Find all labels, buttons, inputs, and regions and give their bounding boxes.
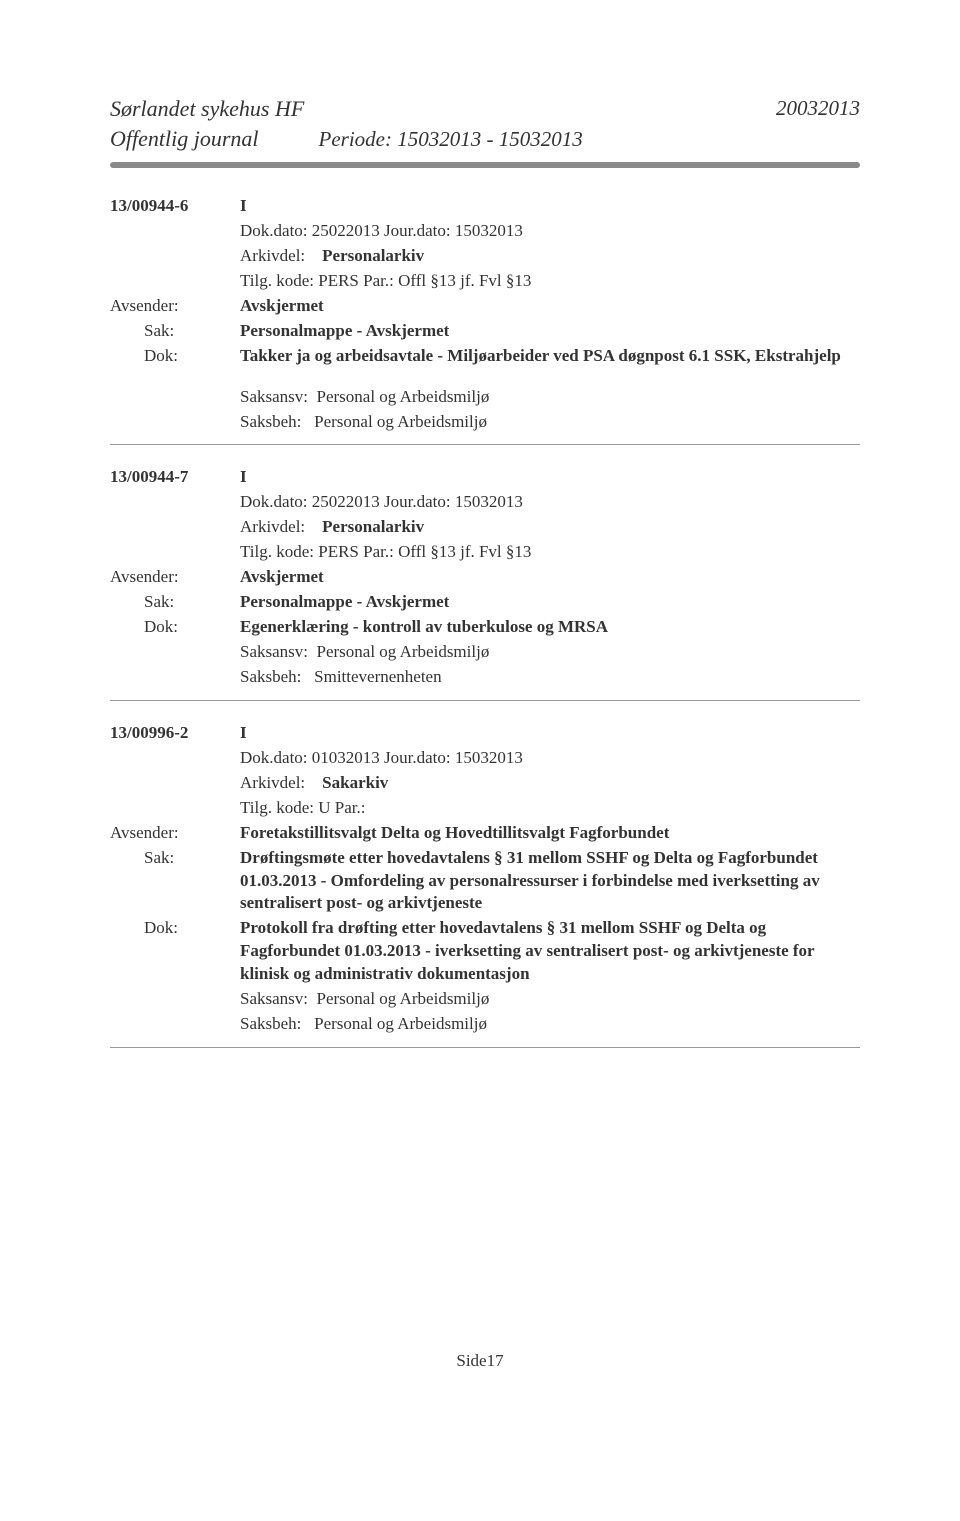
sak-label: Sak: (110, 591, 240, 614)
saksansv-line: Saksansv: Personal og Arbeidsmiljø (240, 641, 860, 664)
arkivdel-label: Arkivdel: (240, 246, 305, 265)
tilg-line: Tilg. kode: PERS Par.: Offl §13 jf. Fvl … (240, 270, 860, 293)
dok-value: Egenerklæring - kontroll av tuberkulose … (240, 616, 860, 639)
journal-entry: 13/00944-7 I Dok.dato: 25022013 Jour.dat… (110, 465, 860, 689)
journal-entry: 13/00996-2 I Dok.dato: 01032013 Jour.dat… (110, 721, 860, 1037)
sak-value: Drøftingsmøte etter hovedavtalens § 31 m… (240, 847, 860, 916)
header-left: Sørlandet sykehus HF Offentlig journal P… (110, 96, 583, 152)
saksbeh-label: Saksbeh: (240, 1014, 301, 1033)
entry-separator (110, 700, 860, 701)
saksansv-value: Personal og Arbeidsmiljø (317, 387, 490, 406)
avsender-label: Avsender: (110, 566, 240, 589)
journal-entry: 13/00944-6 I Dok.dato: 25022013 Jour.dat… (110, 194, 860, 434)
header-date: 20032013 (776, 96, 860, 121)
entry-separator (110, 444, 860, 445)
dok-dato-line: Dok.dato: 25022013 Jour.dato: 15032013 (240, 491, 860, 514)
entry-type-code: I (240, 722, 860, 745)
arkivdel-label: Arkivdel: (240, 517, 305, 536)
dok-value: Protokoll fra drøfting etter hovedavtale… (240, 917, 860, 986)
saksbeh-label: Saksbeh: (240, 667, 301, 686)
entry-separator (110, 1047, 860, 1048)
saksbeh-line: Saksbeh: Smittevernenheten (240, 666, 860, 689)
arkivdel-line: Arkivdel: Sakarkiv (240, 772, 860, 795)
avsender-value: Avskjermet (240, 295, 860, 318)
arkivdel-value: Personalarkiv (322, 517, 424, 536)
sak-value: Personalmappe - Avskjermet (240, 320, 860, 343)
case-number: 13/00944-7 (110, 466, 240, 489)
saksansv-label: Saksansv: (240, 642, 308, 661)
period-label: Periode: 15032013 - 15032013 (319, 127, 583, 152)
avsender-value: Avskjermet (240, 566, 860, 589)
case-number: 13/00944-6 (110, 195, 240, 218)
dok-label: Dok: (110, 917, 240, 986)
entry-type-code: I (240, 195, 860, 218)
dok-dato-line: Dok.dato: 01032013 Jour.dato: 15032013 (240, 747, 860, 770)
saksansv-value: Personal og Arbeidsmiljø (317, 989, 490, 1008)
saksansv-line: Saksansv: Personal og Arbeidsmiljø (240, 988, 860, 1011)
page-footer: Side17 (0, 1351, 960, 1371)
saksansv-label: Saksansv: (240, 989, 308, 1008)
arkivdel-value: Personalarkiv (322, 246, 424, 265)
saksbeh-line: Saksbeh: Personal og Arbeidsmiljø (240, 1013, 860, 1036)
tilg-line: Tilg. kode: U Par.: (240, 797, 860, 820)
journal-title: Offentlig journal (110, 126, 259, 152)
saksbeh-value: Personal og Arbeidsmiljø (314, 412, 487, 431)
dok-label: Dok: (110, 616, 240, 639)
sak-label: Sak: (110, 320, 240, 343)
sak-value: Personalmappe - Avskjermet (240, 591, 860, 614)
header-rule (110, 162, 860, 168)
avsender-label: Avsender: (110, 822, 240, 845)
case-number: 13/00996-2 (110, 722, 240, 745)
arkivdel-value: Sakarkiv (322, 773, 388, 792)
dok-dato-line: Dok.dato: 25022013 Jour.dato: 15032013 (240, 220, 860, 243)
avsender-label: Avsender: (110, 295, 240, 318)
entry-type-code: I (240, 466, 860, 489)
arkivdel-line: Arkivdel: Personalarkiv (240, 516, 860, 539)
saksbeh-value: Smittevernenheten (314, 667, 441, 686)
tilg-line: Tilg. kode: PERS Par.: Offl §13 jf. Fvl … (240, 541, 860, 564)
saksansv-label: Saksansv: (240, 387, 308, 406)
org-name: Sørlandet sykehus HF (110, 96, 583, 122)
arkivdel-label: Arkivdel: (240, 773, 305, 792)
dok-label: Dok: (110, 345, 240, 368)
page: Sørlandet sykehus HF Offentlig journal P… (0, 0, 960, 1521)
saksbeh-label: Saksbeh: (240, 412, 301, 431)
page-header: Sørlandet sykehus HF Offentlig journal P… (110, 96, 860, 152)
avsender-value: Foretakstillitsvalgt Delta og Hovedtilli… (240, 822, 860, 845)
saksbeh-value: Personal og Arbeidsmiljø (314, 1014, 487, 1033)
saksansv-line: Saksansv: Personal og Arbeidsmiljø (240, 386, 860, 409)
saksansv-value: Personal og Arbeidsmiljø (317, 642, 490, 661)
saksbeh-line: Saksbeh: Personal og Arbeidsmiljø (240, 411, 860, 434)
dok-value: Takker ja og arbeidsavtale - Miljøarbeid… (240, 345, 860, 368)
sak-label: Sak: (110, 847, 240, 916)
arkivdel-line: Arkivdel: Personalarkiv (240, 245, 860, 268)
page-number: Side17 (456, 1351, 503, 1370)
